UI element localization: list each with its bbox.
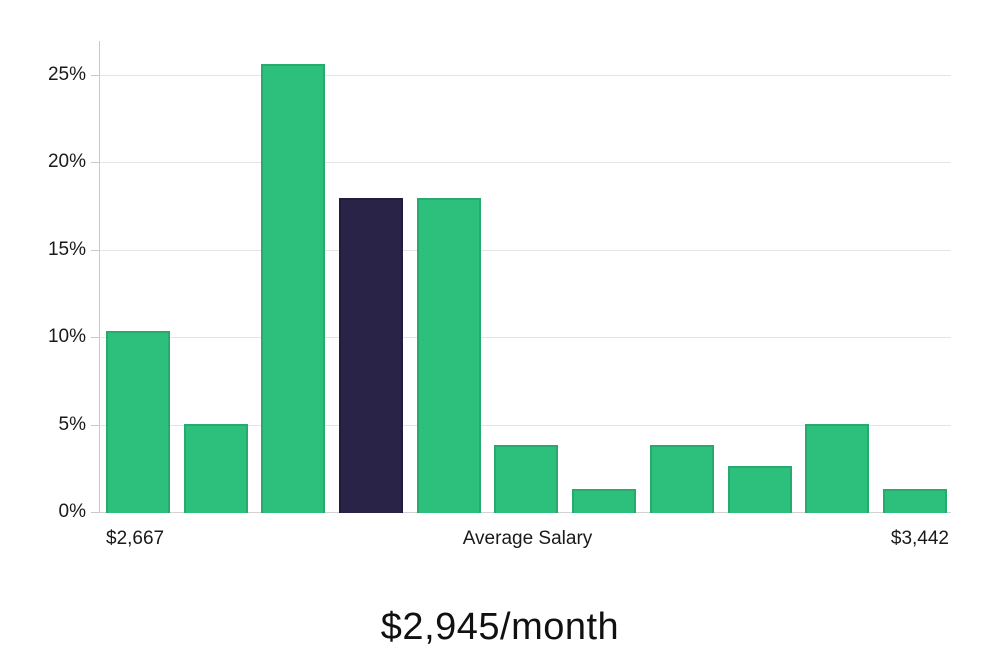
y-axis-tick (91, 75, 100, 76)
gridline (100, 162, 951, 163)
gridline (100, 75, 951, 76)
x-axis-labels: $2,667 Average Salary $3,442 (100, 528, 951, 550)
histogram-bars (100, 41, 951, 513)
histogram-bar (572, 489, 637, 513)
x-axis-label-min: $2,667 (106, 528, 165, 549)
x-axis-label-center: Average Salary (462, 528, 593, 549)
y-tick-label: 20% (47, 151, 86, 172)
histogram-bar (416, 198, 481, 513)
y-tick-label: 10% (47, 326, 86, 347)
y-axis-tick (91, 162, 100, 163)
histogram-bar (805, 424, 870, 513)
histogram-bar (882, 489, 947, 513)
average-salary-value: $2,945/month (380, 606, 620, 648)
histogram-bar (183, 424, 248, 513)
gridline (100, 337, 951, 338)
y-axis-tick (91, 337, 100, 338)
x-axis-label-max: $3,442 (890, 528, 949, 549)
gridline (100, 250, 951, 251)
histogram-bar (261, 64, 326, 513)
y-axis-tick (91, 425, 100, 426)
histogram-bar (494, 445, 559, 513)
y-axis-tick (91, 250, 100, 251)
y-tick-label: 0% (58, 501, 86, 522)
gridline (100, 425, 951, 426)
histogram-bar (649, 445, 714, 513)
y-tick-label: 25% (47, 64, 86, 85)
y-axis-line (99, 41, 100, 513)
histogram-bar (727, 466, 792, 513)
y-tick-label: 15% (47, 239, 86, 260)
histogram-bar (106, 331, 170, 513)
y-axis-tick (91, 512, 100, 513)
y-tick-label: 5% (58, 414, 86, 435)
highlighted-histogram-bar (339, 198, 404, 513)
